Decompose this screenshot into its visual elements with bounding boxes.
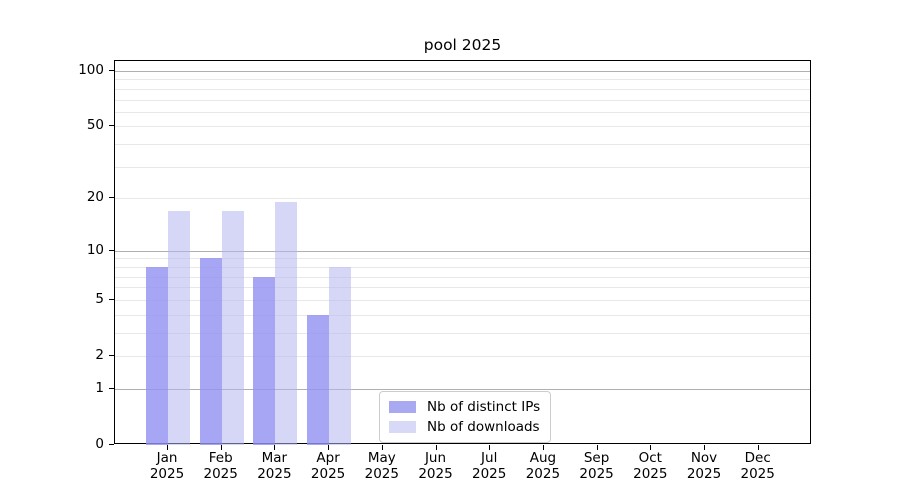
bar-layer [115, 61, 810, 445]
y-tick-label-1: 1 [95, 379, 104, 396]
x-tick-mark-aug [542, 445, 544, 450]
y-tick-mark-100 [109, 70, 114, 71]
legend-swatch-distinct-ips [389, 401, 416, 413]
gridline-minor-6 [115, 287, 810, 289]
y-tick-mark-0 [109, 444, 114, 445]
x-tick-mark-jun [435, 445, 437, 450]
x-tick-mark-mar [274, 445, 276, 450]
bar-nb-of-distinct-ips-jan [146, 266, 168, 445]
gridline-major-1 [115, 388, 810, 390]
gridline-minor-8 [115, 266, 810, 268]
gridline-minor-4 [115, 314, 810, 316]
x-tick-label-dec: Dec 2025 [740, 450, 775, 482]
x-tick-label-jun: Jun 2025 [418, 450, 453, 482]
y-tick-label-10: 10 [86, 241, 104, 258]
x-tick-mark-nov [704, 445, 705, 450]
x-tick-mark-jan [167, 445, 168, 450]
gridline-minor-7 [115, 276, 810, 278]
legend-item-distinct-ips: Nb of distinct IPs [389, 399, 540, 415]
bar-nb-of-distinct-ips-feb [199, 258, 222, 445]
y-tick-label-2: 2 [95, 347, 104, 363]
grid-layer [115, 61, 810, 443]
x-tick-mark-may [381, 445, 383, 450]
gridline-minor-70 [115, 99, 810, 101]
x-tick-label-jul: Jul 2025 [472, 450, 507, 482]
x-tick-label-nov: Nov 2025 [686, 450, 722, 482]
y-tick-label-50: 50 [86, 117, 104, 134]
bar-nb-of-distinct-ips-mar [253, 276, 276, 445]
y-tick-mark-50 [109, 125, 114, 127]
y-tick-mark-1 [109, 387, 114, 389]
bar-nb-of-downloads-apr [329, 266, 352, 445]
y-tick-label-5: 5 [95, 290, 104, 307]
gridline-minor-40 [115, 144, 810, 146]
plot-area: Nb of distinct IPs Nb of downloads [114, 60, 811, 445]
gridline-major-10 [115, 250, 810, 252]
bar-nb-of-downloads-jan [168, 210, 190, 445]
x-tick-mark-feb [220, 445, 222, 450]
y-tick-mark-2 [109, 355, 114, 356]
legend-label-downloads: Nb of downloads [427, 419, 540, 435]
gridline-minor-5 [115, 299, 810, 301]
legend-label-distinct-ips: Nb of distinct IPs [427, 399, 541, 415]
gridline-major-100 [115, 71, 810, 72]
x-tick-mark-dec [757, 445, 759, 450]
y-tick-mark-10 [109, 249, 114, 251]
gridline-minor-50 [115, 126, 810, 128]
gridline-minor-3 [115, 332, 810, 334]
x-tick-label-feb: Feb 2025 [203, 450, 238, 482]
legend: Nb of distinct IPs Nb of downloads [379, 391, 552, 443]
x-tick-mark-sep [596, 445, 598, 450]
y-tick-mark-20 [109, 197, 114, 199]
y-tick-mark-5 [109, 298, 114, 300]
gridline-minor-90 [115, 79, 810, 81]
x-tick-mark-jul [489, 445, 491, 450]
y-tick-label-20: 20 [86, 189, 104, 206]
chart-title: pool 2025 [423, 36, 502, 54]
legend-item-downloads: Nb of downloads [389, 419, 540, 435]
gridline-minor-60 [115, 111, 810, 113]
x-tick-label-jan: Jan 2025 [149, 450, 185, 482]
y-tick-label-100: 100 [78, 62, 104, 78]
x-tick-label-oct: Oct 2025 [633, 450, 668, 482]
bar-nb-of-downloads-feb [221, 210, 244, 445]
x-tick-label-mar: Mar 2025 [257, 450, 292, 482]
x-tick-mark-apr [328, 445, 330, 450]
x-tick-label-aug: Aug 2025 [525, 450, 561, 482]
y-tick-label-0: 0 [95, 436, 104, 452]
x-tick-label-apr: Apr 2025 [310, 450, 346, 482]
gridline-minor-9 [115, 258, 810, 260]
legend-swatch-downloads [389, 421, 416, 433]
bar-nb-of-distinct-ips-apr [307, 314, 330, 445]
x-tick-mark-oct [650, 445, 652, 450]
gridline-minor-20 [115, 198, 810, 200]
bar-nb-of-downloads-mar [275, 202, 298, 445]
x-tick-label-may: May 2025 [364, 450, 399, 482]
gridline-minor-2 [115, 356, 810, 357]
gridline-minor-80 [115, 88, 810, 90]
gridline-minor-30 [115, 166, 810, 168]
x-tick-label-sep: Sep 2025 [579, 450, 614, 482]
